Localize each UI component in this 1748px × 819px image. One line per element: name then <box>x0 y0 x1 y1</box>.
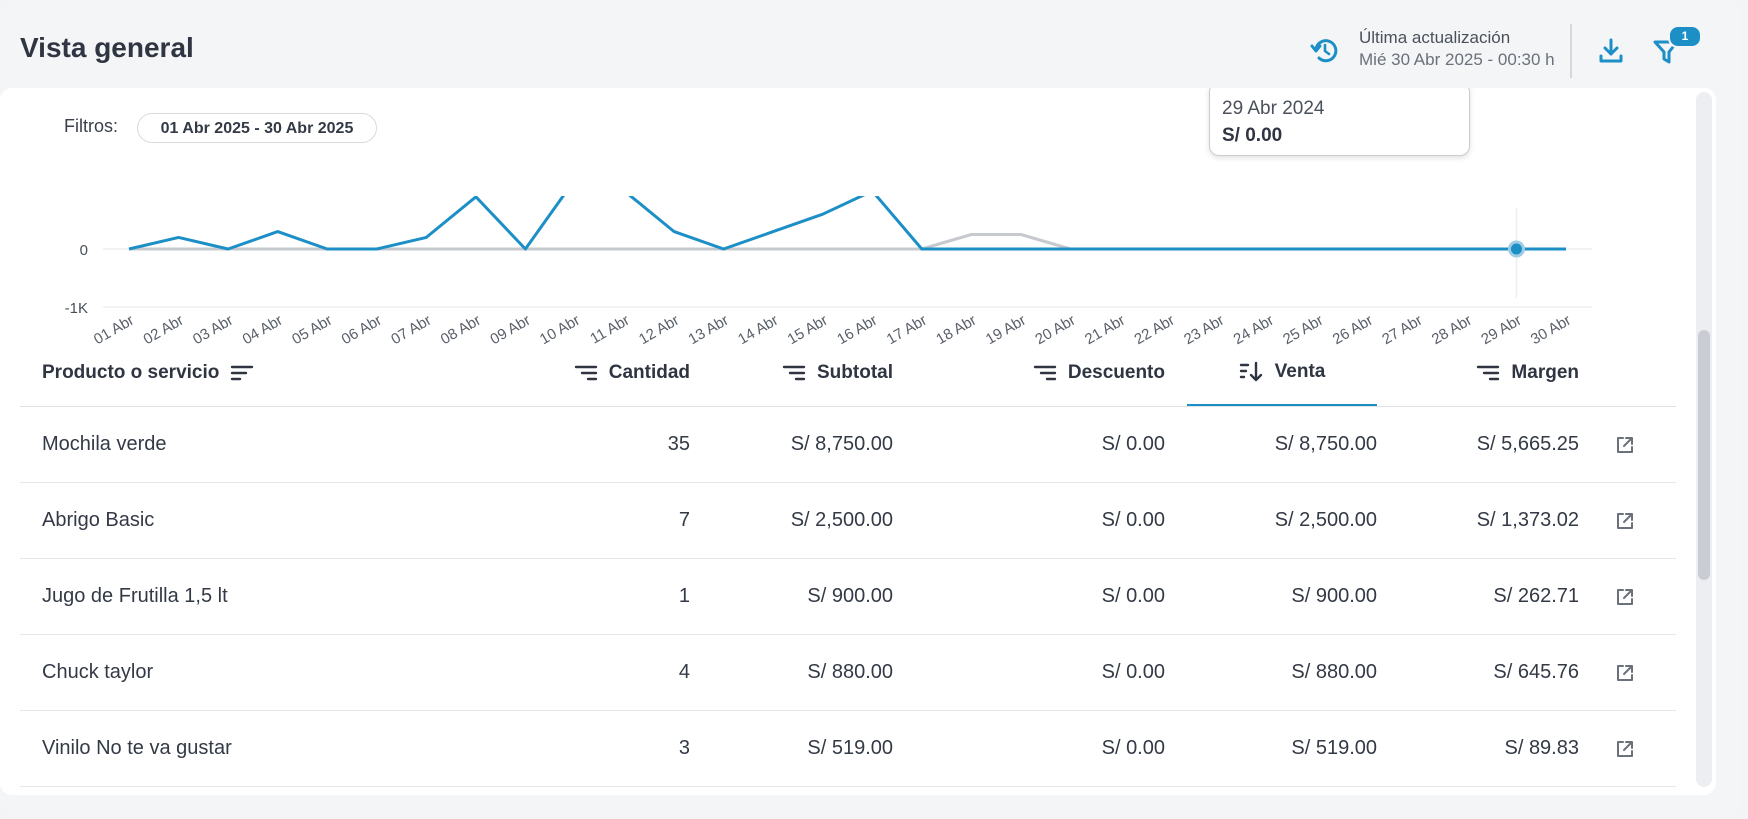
column-header-qty[interactable]: Cantidad <box>460 340 690 406</box>
cell-discount: S/ 0.00 <box>1101 737 1165 759</box>
cell-discount: S/ 0.00 <box>1101 661 1165 683</box>
series-line <box>128 196 1566 251</box>
cell-margin: S/ 262.71 <box>1493 585 1579 607</box>
cell-margin: S/ 645.76 <box>1493 661 1579 683</box>
cell-qty: 7 <box>678 509 690 531</box>
cell-margin: S/ 5,665.25 <box>1476 433 1579 455</box>
table-header: Producto o servicio Cantidad Subtotal De… <box>20 340 1676 407</box>
table-body: Mochila verde 35 S/ 8,750.00 S/ 0.00 S/ 8,75… <box>20 407 1676 787</box>
open-external-icon[interactable] <box>1615 587 1635 607</box>
column-header-discount[interactable]: Descuento <box>920 340 1165 406</box>
content-card: Filtros: 01 Abr 2025 - 30 Abr 2025 0 -1K 0… <box>0 88 1716 795</box>
chart-tooltip: 29 Abr 2024 S/ 0.00 <box>1209 88 1470 156</box>
cell-sale: S/ 519.00 <box>1291 737 1377 759</box>
cell-sale: S/ 8,750.00 <box>1274 433 1377 455</box>
cell-subtotal: S/ 519.00 <box>807 737 893 759</box>
download-icon[interactable] <box>1596 36 1626 66</box>
sort-icon <box>574 365 597 381</box>
table-row[interactable]: Abrigo Basic 7 S/ 2,500.00 S/ 0.00 S/ 2,500.… <box>20 483 1676 559</box>
cell-subtotal: S/ 880.00 <box>807 661 893 683</box>
cell-qty: 35 <box>667 433 690 455</box>
cell-product: Abrigo Basic <box>42 509 155 531</box>
cell-sale: S/ 2,500.00 <box>1274 509 1377 531</box>
column-label: Descuento <box>1067 362 1165 383</box>
filter-count-badge: 1 <box>1668 25 1702 48</box>
table-row[interactable]: Chuck taylor 4 S/ 880.00 S/ 0.00 S/ 880.00 S/… <box>20 635 1676 711</box>
cell-subtotal: S/ 8,750.00 <box>790 433 893 455</box>
series-line <box>129 233 1566 251</box>
column-label: Producto o servicio <box>42 362 220 383</box>
sort-icon <box>1033 365 1057 381</box>
cell-discount: S/ 0.00 <box>1101 509 1165 531</box>
products-table: Producto o servicio Cantidad Subtotal De… <box>20 340 1676 787</box>
y-tick-label: 0 <box>80 242 88 259</box>
last-update-label: Última actualización <box>1359 28 1511 47</box>
cell-subtotal: S/ 900.00 <box>807 585 893 607</box>
column-label: Margen <box>1511 362 1579 383</box>
cell-sale: S/ 900.00 <box>1291 585 1377 607</box>
history-refresh-icon <box>1310 39 1338 63</box>
cell-product: Chuck taylor <box>42 661 154 683</box>
cell-margin: S/ 1,373.02 <box>1476 509 1579 531</box>
column-header-subtotal[interactable]: Subtotal <box>660 340 893 406</box>
column-header-sale[interactable]: Venta <box>1187 340 1377 406</box>
column-label: Cantidad <box>608 362 690 383</box>
table-row[interactable]: Jugo de Frutilla 1,5 lt 1 S/ 900.00 S/ 0.00… <box>20 559 1676 635</box>
column-header-product[interactable]: Producto o servicio <box>42 340 322 406</box>
cell-qty: 3 <box>678 737 690 759</box>
table-row[interactable]: Mochila verde 35 S/ 8,750.00 S/ 0.00 S/ 8,75… <box>20 407 1676 483</box>
column-header-margin[interactable]: Margen <box>1380 340 1579 406</box>
tooltip-value: S/ 0.00 <box>1222 125 1283 146</box>
scrollbar-thumb[interactable] <box>1698 330 1710 580</box>
header-divider <box>1570 24 1572 78</box>
cell-product: Jugo de Frutilla 1,5 lt <box>42 585 228 607</box>
column-label: Venta <box>1274 361 1326 382</box>
date-range-chip[interactable]: 01 Abr 2025 - 30 Abr 2025 <box>137 113 377 143</box>
sort-icon <box>231 365 254 381</box>
cell-discount: S/ 0.00 <box>1101 433 1165 455</box>
open-external-icon[interactable] <box>1615 739 1635 759</box>
tooltip-date: 29 Abr 2024 <box>1222 98 1325 119</box>
cell-qty: 1 <box>678 585 690 607</box>
cell-product: Vinilo No te va gustar <box>42 737 232 759</box>
sort-icon <box>782 365 806 381</box>
table-row[interactable]: Vinilo No te va gustar 3 S/ 519.00 S/ 0.00 S… <box>20 711 1676 787</box>
highlight-point <box>1507 240 1525 258</box>
y-tick-label: -1K <box>65 300 88 317</box>
open-external-icon[interactable] <box>1615 663 1635 683</box>
filters-label: Filtros: <box>64 116 118 136</box>
open-external-icon[interactable] <box>1615 511 1635 531</box>
column-label: Subtotal <box>817 362 893 383</box>
cell-sale: S/ 880.00 <box>1291 661 1377 683</box>
cell-product: Mochila verde <box>42 433 167 455</box>
cell-margin: S/ 89.83 <box>1504 737 1579 759</box>
sort-icon <box>1477 365 1500 381</box>
sort-desc-icon <box>1239 361 1262 382</box>
page-title: Vista general <box>20 32 194 63</box>
cell-discount: S/ 0.00 <box>1101 585 1165 607</box>
cell-qty: 4 <box>678 661 690 683</box>
cell-subtotal: S/ 2,500.00 <box>790 509 893 531</box>
open-external-icon[interactable] <box>1615 435 1635 455</box>
last-update-date: Mié 30 Abr 2025 - 00:30 h <box>1359 50 1555 69</box>
